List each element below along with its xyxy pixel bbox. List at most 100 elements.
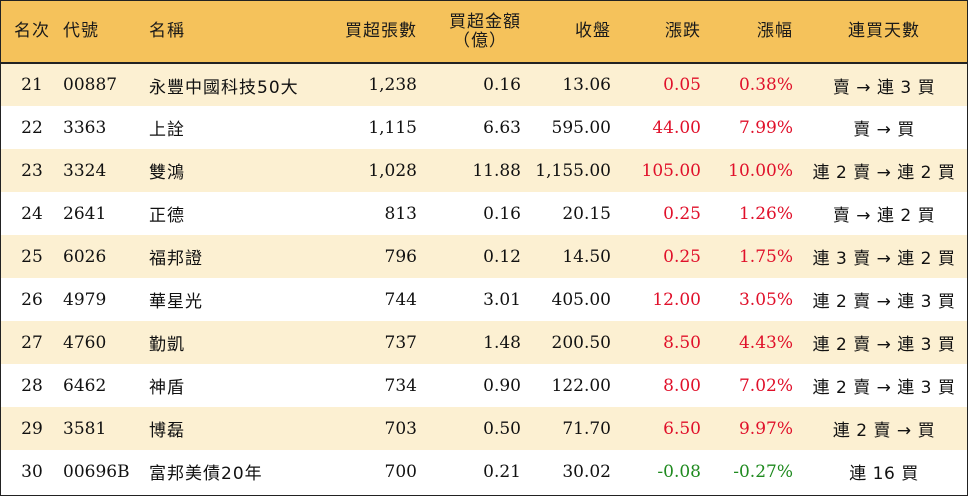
cell-net-buy-lots: 744 <box>384 289 417 310</box>
cell-streak: 賣 → 連 3 買 <box>832 77 936 98</box>
cell-name: 上詮 <box>149 120 185 140</box>
cell-name: 神盾 <box>149 378 185 398</box>
cell-change-pct: 7.02% <box>738 375 793 396</box>
cell-close: 14.50 <box>562 246 611 267</box>
table-row: 26 4979 華星光 744 3.01 405.00 12.00 3.05% … <box>1 278 967 321</box>
cell-change: 8.50 <box>663 332 701 353</box>
table-row: 25 6026 福邦證 796 0.12 14.50 0.25 1.75% 連 … <box>1 235 967 278</box>
cell-change: 0.25 <box>663 246 701 267</box>
cell-rank: 25 <box>21 246 43 267</box>
table-row: 22 3363 上詮 1,115 6.63 595.00 44.00 7.99%… <box>1 106 967 149</box>
cell-streak: 連 2 賣 → 買 <box>832 421 936 441</box>
cell-streak: 賣 → 買 <box>853 120 915 140</box>
cell-name: 永豐中國科技50大 <box>149 77 299 98</box>
cell-change: 12.00 <box>652 289 701 310</box>
cell-rank: 26 <box>21 289 43 310</box>
header-streak: 連買天數 <box>801 1 967 64</box>
cell-net-buy-lots: 703 <box>384 418 417 439</box>
cell-name: 華星光 <box>149 292 203 312</box>
cell-close: 405.00 <box>551 289 611 310</box>
cell-name: 勤凱 <box>149 335 185 355</box>
cell-rank: 24 <box>21 203 43 224</box>
cell-name: 福邦證 <box>149 249 203 269</box>
cell-streak: 連 2 賣 → 連 3 買 <box>812 292 956 312</box>
cell-close: 595.00 <box>551 117 611 138</box>
cell-net-buy-amount: 6.63 <box>483 117 521 138</box>
header-change: 漲跌 <box>619 1 709 64</box>
cell-rank: 23 <box>21 160 43 181</box>
cell-net-buy-lots: 700 <box>384 461 417 482</box>
cell-net-buy-lots: 813 <box>384 203 417 224</box>
cell-close: 1,155.00 <box>535 160 611 181</box>
cell-close: 200.50 <box>551 332 611 353</box>
cell-net-buy-lots: 796 <box>384 246 417 267</box>
cell-code: 2641 <box>63 203 107 224</box>
header-code: 代號 <box>63 1 149 64</box>
cell-change: 0.25 <box>663 203 701 224</box>
cell-change-pct: 9.97% <box>738 418 793 439</box>
cell-change: 44.00 <box>652 117 701 138</box>
cell-name: 富邦美債20年 <box>149 464 263 484</box>
cell-name: 博磊 <box>149 421 185 441</box>
cell-rank: 27 <box>21 332 43 353</box>
header-net-buy-lots: 買超張數 <box>329 1 425 64</box>
header-change-pct: 漲幅 <box>709 1 801 64</box>
cell-close: 30.02 <box>562 461 611 482</box>
cell-streak: 連 2 賣 → 連 3 買 <box>812 335 956 355</box>
header-rank: 名次 <box>1 1 63 64</box>
cell-change-pct: 0.38% <box>738 75 793 95</box>
cell-change-pct: 4.43% <box>738 332 793 353</box>
cell-net-buy-amount: 11.88 <box>472 160 521 181</box>
cell-change-pct: 1.75% <box>738 246 793 267</box>
cell-code: 6026 <box>63 246 107 267</box>
cell-name: 雙鴻 <box>149 163 185 183</box>
cell-close: 122.00 <box>551 375 611 396</box>
cell-rank: 21 <box>21 75 43 95</box>
cell-close: 20.15 <box>562 203 611 224</box>
cell-net-buy-lots: 1,115 <box>368 117 417 138</box>
cell-close: 13.06 <box>562 75 611 95</box>
cell-net-buy-amount: 0.16 <box>483 203 521 224</box>
cell-net-buy-amount: 0.16 <box>483 75 521 95</box>
cell-change-pct: 10.00% <box>728 160 793 181</box>
cell-change-pct: 7.99% <box>738 117 793 138</box>
table-row: 30 00696B 富邦美債20年 700 0.21 30.02 -0.08 -… <box>1 450 967 493</box>
cell-net-buy-amount: 0.90 <box>483 375 521 396</box>
cell-code: 4760 <box>63 332 107 353</box>
header-row: 名次 代號 名稱 買超張數 買超金額 （億） 收盤 漲跌 漲幅 連買天數 <box>1 1 967 64</box>
cell-net-buy-lots: 1,028 <box>368 160 417 181</box>
header-close: 收盤 <box>529 1 619 64</box>
cell-change-pct: 1.26% <box>738 203 793 224</box>
cell-code: 3324 <box>63 160 107 181</box>
cell-change-pct: -0.27% <box>733 461 793 482</box>
cell-streak: 連 2 賣 → 連 2 買 <box>812 163 956 183</box>
cell-rank: 30 <box>21 461 43 482</box>
cell-code: 4979 <box>63 289 107 310</box>
cell-net-buy-amount: 1.48 <box>483 332 521 353</box>
cell-net-buy-lots: 737 <box>384 332 417 353</box>
header-net-buy-amount-line2: （億） <box>453 30 507 51</box>
cell-rank: 29 <box>21 418 43 439</box>
table-row: 23 3324 雙鴻 1,028 11.88 1,155.00 105.00 1… <box>1 149 967 192</box>
header-name: 名稱 <box>149 1 329 64</box>
cell-code: 3363 <box>63 117 107 138</box>
cell-net-buy-amount: 3.01 <box>483 289 521 310</box>
cell-close: 71.70 <box>562 418 611 439</box>
cell-streak: 連 3 賣 → 連 2 買 <box>812 249 956 269</box>
cell-code: 00887 <box>63 75 118 95</box>
cell-net-buy-lots: 1,238 <box>368 75 417 95</box>
table-row: 24 2641 正德 813 0.16 20.15 0.25 1.26% 賣 →… <box>1 192 967 235</box>
cell-change: 0.05 <box>663 75 701 95</box>
cell-name: 正德 <box>149 206 185 226</box>
table-row: 28 6462 神盾 734 0.90 122.00 8.00 7.02% 連 … <box>1 364 967 407</box>
cell-code: 00696B <box>63 461 130 482</box>
cell-code: 6462 <box>63 375 107 396</box>
cell-rank: 28 <box>21 375 43 396</box>
table-row: 21 00887 永豐中國科技50大 1,238 0.16 13.06 0.05… <box>1 63 967 106</box>
header-net-buy-amount: 買超金額 （億） <box>425 1 529 64</box>
header-net-buy-amount-line1: 買超金額 <box>449 11 521 32</box>
cell-change: 8.00 <box>663 375 701 396</box>
cell-code: 3581 <box>63 418 107 439</box>
